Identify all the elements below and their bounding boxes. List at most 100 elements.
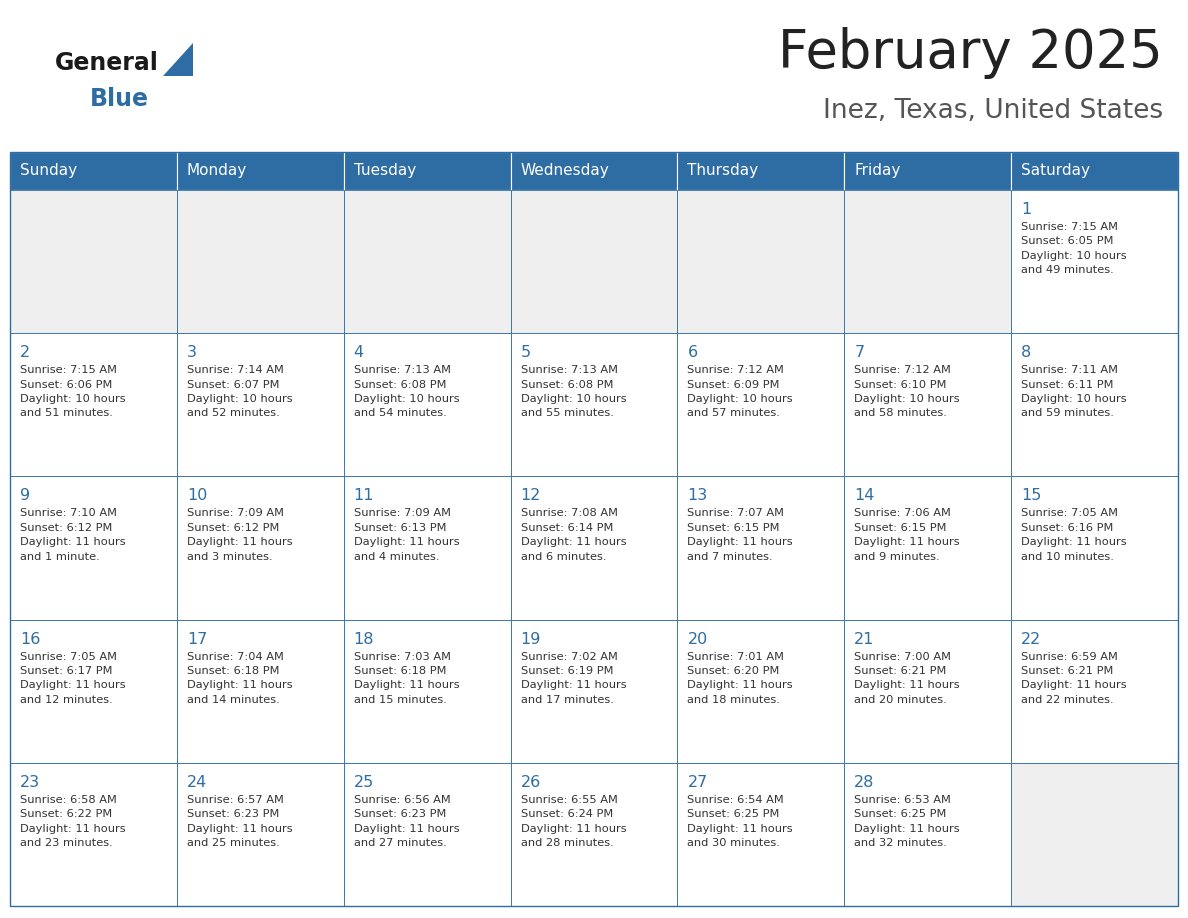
Bar [343, 476, 511, 620]
Text: Sunrise: 7:08 AM
Sunset: 6:14 PM
Daylight: 11 hours
and 6 minutes.: Sunrise: 7:08 AM Sunset: 6:14 PM Dayligh… [520, 509, 626, 562]
Bar [343, 152, 511, 190]
Bar [177, 152, 343, 190]
Bar [10, 152, 177, 190]
Bar [1011, 620, 1178, 763]
Text: 14: 14 [854, 488, 874, 503]
Bar [343, 763, 511, 906]
Bar [1011, 190, 1178, 333]
Text: 20: 20 [688, 632, 708, 646]
Text: Friday: Friday [854, 163, 901, 178]
Bar [1011, 152, 1178, 190]
Bar [343, 190, 511, 333]
Text: Sunrise: 7:00 AM
Sunset: 6:21 PM
Daylight: 11 hours
and 20 minutes.: Sunrise: 7:00 AM Sunset: 6:21 PM Dayligh… [854, 652, 960, 705]
Text: 27: 27 [688, 775, 708, 789]
Text: Sunrise: 6:53 AM
Sunset: 6:25 PM
Daylight: 11 hours
and 32 minutes.: Sunrise: 6:53 AM Sunset: 6:25 PM Dayligh… [854, 795, 960, 848]
Text: Sunrise: 7:12 AM
Sunset: 6:10 PM
Daylight: 10 hours
and 58 minutes.: Sunrise: 7:12 AM Sunset: 6:10 PM Dayligh… [854, 365, 960, 419]
Text: 21: 21 [854, 632, 874, 646]
Text: 28: 28 [854, 775, 874, 789]
Text: 24: 24 [187, 775, 207, 789]
Bar [10, 152, 1178, 906]
Text: 16: 16 [20, 632, 40, 646]
Text: Sunrise: 6:54 AM
Sunset: 6:25 PM
Daylight: 11 hours
and 30 minutes.: Sunrise: 6:54 AM Sunset: 6:25 PM Dayligh… [688, 795, 794, 848]
Text: Blue: Blue [90, 87, 148, 111]
Text: Thursday: Thursday [688, 163, 759, 178]
Bar [677, 763, 845, 906]
Text: Sunrise: 7:15 AM
Sunset: 6:06 PM
Daylight: 10 hours
and 51 minutes.: Sunrise: 7:15 AM Sunset: 6:06 PM Dayligh… [20, 365, 126, 419]
Text: 12: 12 [520, 488, 541, 503]
Bar [511, 333, 677, 476]
Text: 22: 22 [1022, 632, 1042, 646]
Bar [1011, 333, 1178, 476]
Text: Sunrise: 7:07 AM
Sunset: 6:15 PM
Daylight: 11 hours
and 7 minutes.: Sunrise: 7:07 AM Sunset: 6:15 PM Dayligh… [688, 509, 794, 562]
Text: Sunrise: 7:14 AM
Sunset: 6:07 PM
Daylight: 10 hours
and 52 minutes.: Sunrise: 7:14 AM Sunset: 6:07 PM Dayligh… [187, 365, 292, 419]
Bar [511, 763, 677, 906]
Bar [10, 763, 177, 906]
Text: 6: 6 [688, 345, 697, 360]
Bar [511, 620, 677, 763]
Bar [343, 620, 511, 763]
Text: 11: 11 [354, 488, 374, 503]
Text: Sunrise: 6:55 AM
Sunset: 6:24 PM
Daylight: 11 hours
and 28 minutes.: Sunrise: 6:55 AM Sunset: 6:24 PM Dayligh… [520, 795, 626, 848]
Bar [845, 620, 1011, 763]
Text: 2: 2 [20, 345, 30, 360]
Text: Inez, Texas, United States: Inez, Texas, United States [823, 98, 1163, 124]
Text: Sunrise: 7:13 AM
Sunset: 6:08 PM
Daylight: 10 hours
and 55 minutes.: Sunrise: 7:13 AM Sunset: 6:08 PM Dayligh… [520, 365, 626, 419]
Bar [677, 152, 845, 190]
Bar [845, 763, 1011, 906]
Polygon shape [163, 43, 192, 76]
Text: Sunrise: 6:57 AM
Sunset: 6:23 PM
Daylight: 11 hours
and 25 minutes.: Sunrise: 6:57 AM Sunset: 6:23 PM Dayligh… [187, 795, 292, 848]
Bar [511, 476, 677, 620]
Text: Sunrise: 7:09 AM
Sunset: 6:13 PM
Daylight: 11 hours
and 4 minutes.: Sunrise: 7:09 AM Sunset: 6:13 PM Dayligh… [354, 509, 460, 562]
Bar [511, 190, 677, 333]
Text: Saturday: Saturday [1022, 163, 1091, 178]
Text: Sunrise: 7:01 AM
Sunset: 6:20 PM
Daylight: 11 hours
and 18 minutes.: Sunrise: 7:01 AM Sunset: 6:20 PM Dayligh… [688, 652, 794, 705]
Bar [177, 620, 343, 763]
Text: 18: 18 [354, 632, 374, 646]
Text: Sunday: Sunday [20, 163, 77, 178]
Text: 26: 26 [520, 775, 541, 789]
Bar [677, 190, 845, 333]
Bar [677, 476, 845, 620]
Bar [845, 152, 1011, 190]
Bar [845, 190, 1011, 333]
Text: 3: 3 [187, 345, 197, 360]
Text: 10: 10 [187, 488, 207, 503]
Text: Sunrise: 7:05 AM
Sunset: 6:16 PM
Daylight: 11 hours
and 10 minutes.: Sunrise: 7:05 AM Sunset: 6:16 PM Dayligh… [1022, 509, 1126, 562]
Text: 19: 19 [520, 632, 541, 646]
Bar [177, 190, 343, 333]
Text: 25: 25 [354, 775, 374, 789]
Bar [677, 620, 845, 763]
Bar [10, 333, 177, 476]
Text: 4: 4 [354, 345, 364, 360]
Bar [10, 620, 177, 763]
Text: Sunrise: 7:15 AM
Sunset: 6:05 PM
Daylight: 10 hours
and 49 minutes.: Sunrise: 7:15 AM Sunset: 6:05 PM Dayligh… [1022, 222, 1126, 275]
Text: Sunrise: 7:02 AM
Sunset: 6:19 PM
Daylight: 11 hours
and 17 minutes.: Sunrise: 7:02 AM Sunset: 6:19 PM Dayligh… [520, 652, 626, 705]
Bar [845, 333, 1011, 476]
Bar [10, 190, 177, 333]
Text: 23: 23 [20, 775, 40, 789]
Bar [343, 333, 511, 476]
Text: Sunrise: 6:56 AM
Sunset: 6:23 PM
Daylight: 11 hours
and 27 minutes.: Sunrise: 6:56 AM Sunset: 6:23 PM Dayligh… [354, 795, 460, 848]
Bar [1011, 763, 1178, 906]
Text: General: General [55, 51, 159, 75]
Text: 9: 9 [20, 488, 30, 503]
Text: Sunrise: 7:05 AM
Sunset: 6:17 PM
Daylight: 11 hours
and 12 minutes.: Sunrise: 7:05 AM Sunset: 6:17 PM Dayligh… [20, 652, 126, 705]
Text: Sunrise: 7:03 AM
Sunset: 6:18 PM
Daylight: 11 hours
and 15 minutes.: Sunrise: 7:03 AM Sunset: 6:18 PM Dayligh… [354, 652, 460, 705]
Text: 13: 13 [688, 488, 708, 503]
Text: Tuesday: Tuesday [354, 163, 416, 178]
Bar [177, 333, 343, 476]
Text: 1: 1 [1022, 202, 1031, 217]
Text: Sunrise: 6:59 AM
Sunset: 6:21 PM
Daylight: 11 hours
and 22 minutes.: Sunrise: 6:59 AM Sunset: 6:21 PM Dayligh… [1022, 652, 1126, 705]
Text: Sunrise: 7:13 AM
Sunset: 6:08 PM
Daylight: 10 hours
and 54 minutes.: Sunrise: 7:13 AM Sunset: 6:08 PM Dayligh… [354, 365, 460, 419]
Text: 5: 5 [520, 345, 531, 360]
Text: 7: 7 [854, 345, 865, 360]
Text: 15: 15 [1022, 488, 1042, 503]
Bar [511, 152, 677, 190]
Bar [1011, 476, 1178, 620]
Bar [845, 476, 1011, 620]
Bar [177, 763, 343, 906]
Text: February 2025: February 2025 [778, 27, 1163, 79]
Text: Sunrise: 7:11 AM
Sunset: 6:11 PM
Daylight: 10 hours
and 59 minutes.: Sunrise: 7:11 AM Sunset: 6:11 PM Dayligh… [1022, 365, 1126, 419]
Text: Sunrise: 6:58 AM
Sunset: 6:22 PM
Daylight: 11 hours
and 23 minutes.: Sunrise: 6:58 AM Sunset: 6:22 PM Dayligh… [20, 795, 126, 848]
Text: Wednesday: Wednesday [520, 163, 609, 178]
